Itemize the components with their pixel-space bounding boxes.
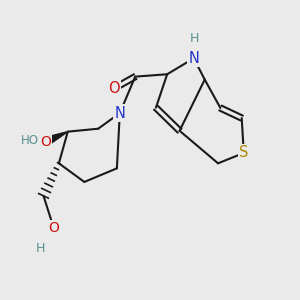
Text: H: H [190,32,199,45]
Text: N: N [188,51,199,66]
Text: S: S [239,146,248,160]
Text: HO: HO [21,134,39,147]
Text: O: O [108,81,120,96]
Text: N: N [114,106,125,121]
Text: H: H [36,242,45,255]
Text: O: O [48,221,59,236]
Polygon shape [44,132,68,146]
Text: O: O [40,135,51,149]
